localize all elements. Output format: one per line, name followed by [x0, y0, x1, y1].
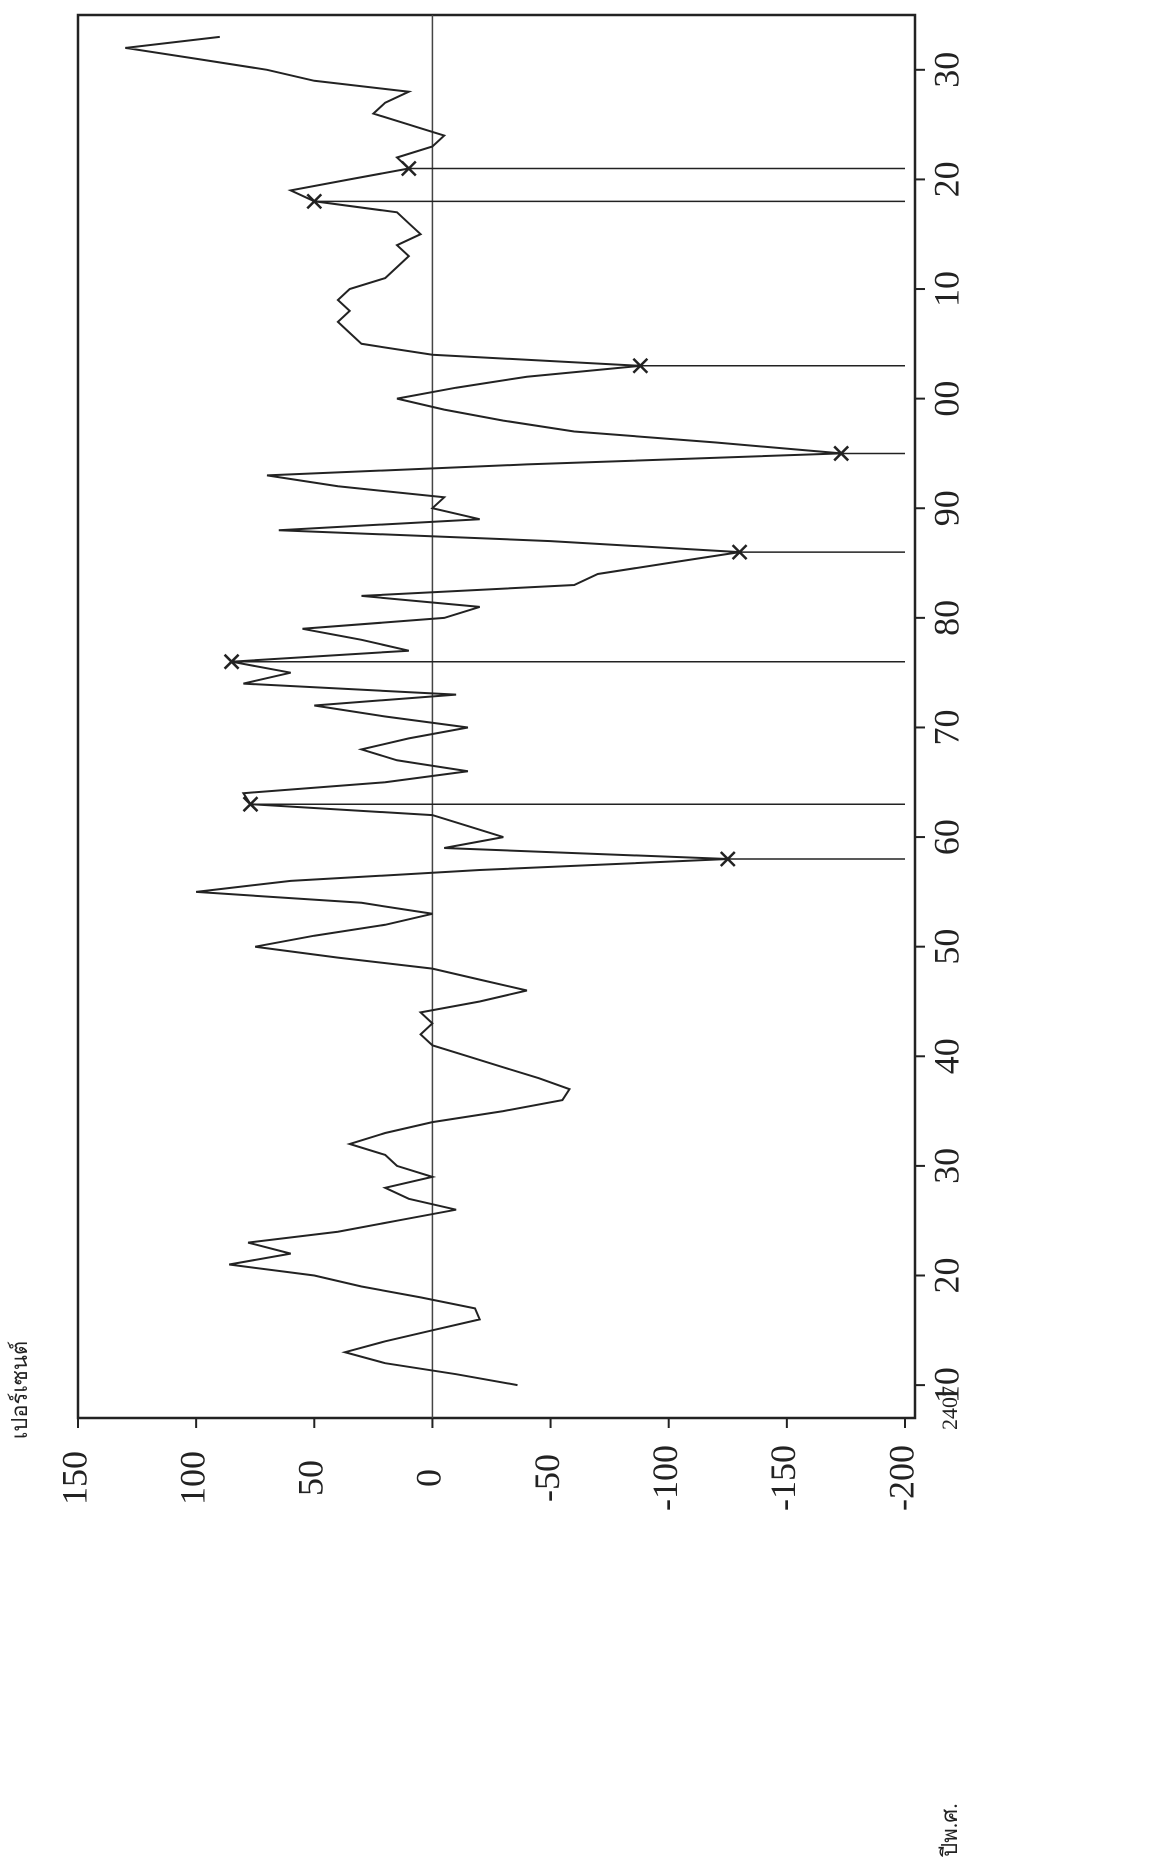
x-tick-label: 30: [926, 52, 966, 88]
y-tick-label: -200: [881, 1445, 921, 1511]
x-tick-label: 60: [926, 819, 966, 855]
event-marker: [223, 653, 240, 670]
event-marker: [719, 851, 736, 867]
y-tick-label: -100: [645, 1445, 685, 1511]
event-marker: [833, 445, 850, 462]
x-tick-label: 10: [926, 271, 966, 307]
x-tick-label: 20: [926, 1258, 966, 1294]
y-tick-label: 0: [409, 1469, 449, 1487]
plot-frame: [76, 13, 917, 1420]
x-tick-label: 30: [926, 1148, 966, 1184]
event-marker: [731, 544, 748, 560]
x-tick-label: 40: [926, 1038, 966, 1074]
y-tick-label: 50: [291, 1460, 331, 1496]
x-axis-label: ปีพ.ศ.: [937, 1803, 962, 1858]
x-tick-label: 00: [926, 381, 966, 417]
x-tick-label: 90: [926, 490, 966, 526]
x-tick-label: 10: [926, 1367, 966, 1403]
event-marker: [242, 796, 259, 813]
x-tick-label: 20: [926, 161, 966, 197]
data-line: [125, 35, 842, 1387]
x-tick-label: 2407: [937, 1386, 962, 1430]
x-tick-label: 70: [926, 709, 966, 745]
y-tick-label: 150: [54, 1451, 94, 1505]
x-tick-label: 80: [926, 600, 966, 636]
x-tick-label: 50: [926, 929, 966, 965]
y-axis-label: เปอร์เซนต์: [7, 1341, 32, 1439]
y-tick-label: -50: [527, 1454, 567, 1502]
event-marker: [400, 160, 417, 177]
y-tick-label: -150: [763, 1445, 803, 1511]
event-marker: [306, 193, 323, 210]
y-tick-label: 100: [172, 1451, 212, 1505]
event-marker: [632, 357, 649, 374]
